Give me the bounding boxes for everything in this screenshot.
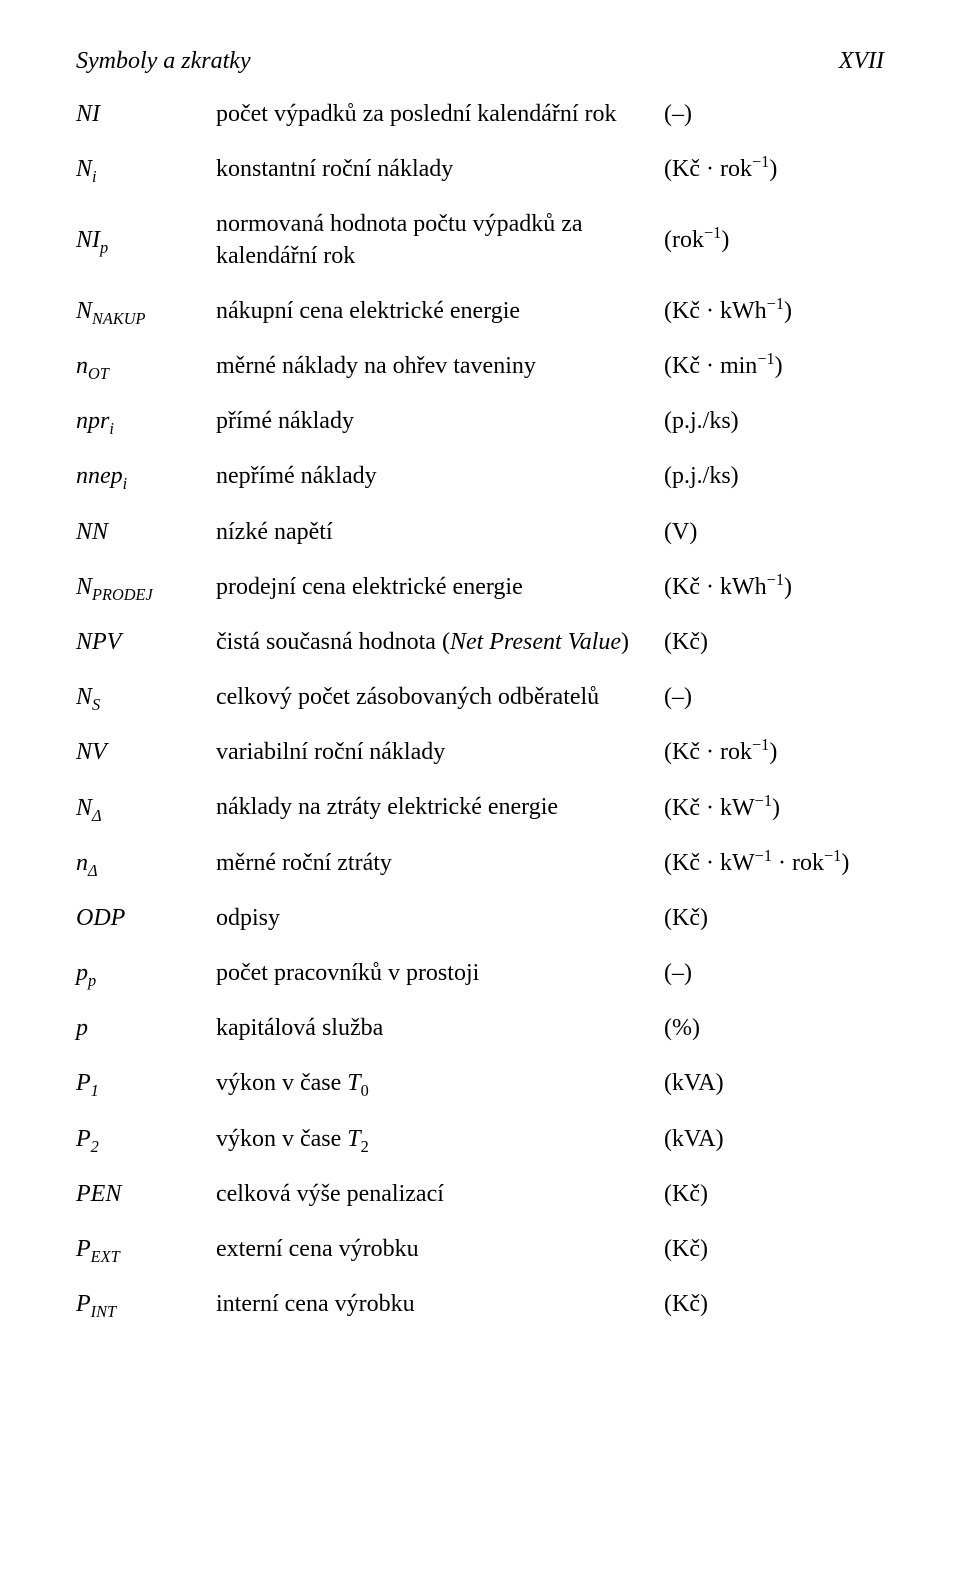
description-cell: nepřímé náklady (216, 461, 654, 492)
unit-cell: (Kč · min−1) (664, 353, 884, 380)
unit-cell: (Kč) (664, 1291, 884, 1318)
symbol-table: NI počet výpadků za poslední kalendářní r… (76, 99, 884, 1320)
symbol-cell: NS (76, 684, 206, 711)
description-cell: externí cena výrobku (216, 1234, 654, 1265)
symbol-cell: nnepi (76, 463, 206, 490)
symbol-cell: npri (76, 408, 206, 435)
unit-cell: (–) (664, 960, 884, 987)
description-cell: počet pracovníků v prostoji (216, 958, 654, 989)
unit-cell: (Kč) (664, 629, 884, 656)
description-cell: interní cena výrobku (216, 1289, 654, 1320)
description-cell: variabilní roční náklady (216, 737, 654, 768)
symbol-cell: pp (76, 960, 206, 987)
unit-cell: (p.j./ks) (664, 408, 884, 435)
description-cell: měrné roční ztráty (216, 848, 654, 879)
page-header: Symboly a zkratky XVII (76, 48, 884, 75)
description-cell: celkový počet zásobovaných odběratelů (216, 682, 654, 713)
description-cell: prodejní cena elektrické energie (216, 572, 654, 603)
symbol-cell: NIp (76, 227, 206, 254)
symbol-cell: ODP (76, 905, 206, 932)
symbol-cell: NPRODEJ (76, 574, 206, 601)
unit-cell: (Kč · kW−1) (664, 795, 884, 822)
header-left: Symboly a zkratky (76, 48, 251, 75)
description-cell: odpisy (216, 903, 654, 934)
description-cell: přímé náklady (216, 406, 654, 437)
unit-cell: (kVA) (664, 1070, 884, 1097)
unit-cell: (Kč · rok−1) (664, 739, 884, 766)
unit-cell: (rok−1) (664, 227, 884, 254)
symbol-cell: NPV (76, 629, 206, 656)
symbol-cell: NN (76, 519, 206, 546)
symbol-cell: nOT (76, 353, 206, 380)
unit-cell: (Kč · kWh−1) (664, 574, 884, 601)
header-right: XVII (839, 48, 884, 75)
description-cell: měrné náklady na ohřev taveniny (216, 351, 654, 382)
unit-cell: (Kč) (664, 1181, 884, 1208)
page: Symboly a zkratky XVII NI počet výpadků z… (0, 0, 960, 1591)
unit-cell: (%) (664, 1015, 884, 1042)
unit-cell: (V) (664, 519, 884, 546)
symbol-cell: PINT (76, 1291, 206, 1318)
unit-cell: (–) (664, 101, 884, 128)
symbol-cell: P1 (76, 1070, 206, 1097)
unit-cell: (Kč · rok−1) (664, 156, 884, 183)
description-cell: konstantní roční náklady (216, 154, 654, 185)
symbol-cell: p (76, 1015, 206, 1042)
unit-cell: (p.j./ks) (664, 463, 884, 490)
symbol-cell: NNAKUP (76, 298, 206, 325)
symbol-cell: P2 (76, 1126, 206, 1153)
unit-cell: (Kč · kWh−1) (664, 298, 884, 325)
description-cell: normovaná hodnota počtu výpadků za kalen… (216, 209, 654, 271)
symbol-cell: NΔ (76, 795, 206, 822)
unit-cell: (Kč) (664, 905, 884, 932)
unit-cell: (–) (664, 684, 884, 711)
description-cell: výkon v čase T2 (216, 1124, 654, 1155)
description-cell: počet výpadků za poslední kalendářní rok (216, 99, 654, 130)
description-cell: nízké napětí (216, 517, 654, 548)
description-cell: celková výše penalizací (216, 1179, 654, 1210)
symbol-cell: NV (76, 739, 206, 766)
symbol-cell: Ni (76, 156, 206, 183)
description-cell: čistá současná hodnota (Net Present Valu… (216, 627, 654, 658)
unit-cell: (Kč) (664, 1236, 884, 1263)
symbol-cell: PEN (76, 1181, 206, 1208)
description-cell: nákupní cena elektrické energie (216, 296, 654, 327)
symbol-cell: NI (76, 101, 206, 128)
symbol-cell: nΔ (76, 850, 206, 877)
description-cell: náklady na ztráty elektrické energie (216, 792, 654, 823)
unit-cell: (Kč · kW−1 · rok−1) (664, 850, 884, 877)
description-cell: výkon v čase T0 (216, 1068, 654, 1099)
symbol-cell: PEXT (76, 1236, 206, 1263)
unit-cell: (kVA) (664, 1126, 884, 1153)
description-cell: kapitálová služba (216, 1013, 654, 1044)
